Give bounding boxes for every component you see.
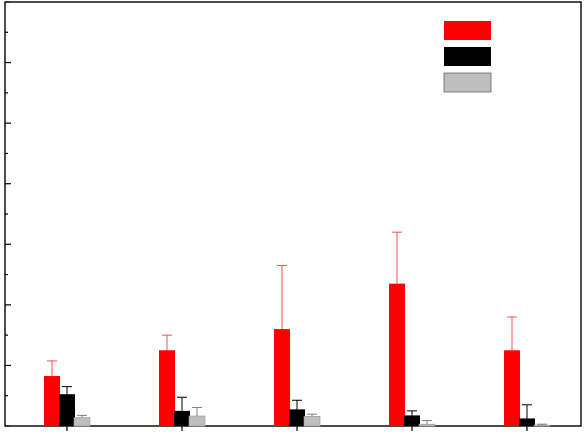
bar-s2-c1: [59, 394, 75, 426]
bar-s3-c1: [73, 417, 91, 427]
bar-s1-c2: [159, 350, 175, 426]
bar-s2-c5: [519, 418, 535, 426]
bar-s1-c1: [44, 376, 60, 426]
legend-swatch-3: [443, 72, 492, 93]
legend-swatch-1: [444, 21, 491, 40]
legend: [443, 21, 492, 93]
bar-s3-c3: [303, 416, 321, 427]
bar-s3-c4: [418, 423, 436, 427]
bar-s2-c2: [174, 410, 190, 426]
plot-frame: [4, 1, 582, 427]
bar-s1-c3: [274, 329, 290, 426]
legend-swatch-2: [444, 47, 491, 66]
bar-s3-c5: [533, 424, 551, 427]
bar-s2-c3: [289, 409, 305, 426]
bar-s2-c4: [404, 415, 420, 426]
bar-s1-c5: [504, 350, 520, 426]
bar-s1-c4: [389, 283, 405, 426]
plot-area: [4, 1, 582, 431]
bar-s3-c2: [188, 415, 206, 427]
